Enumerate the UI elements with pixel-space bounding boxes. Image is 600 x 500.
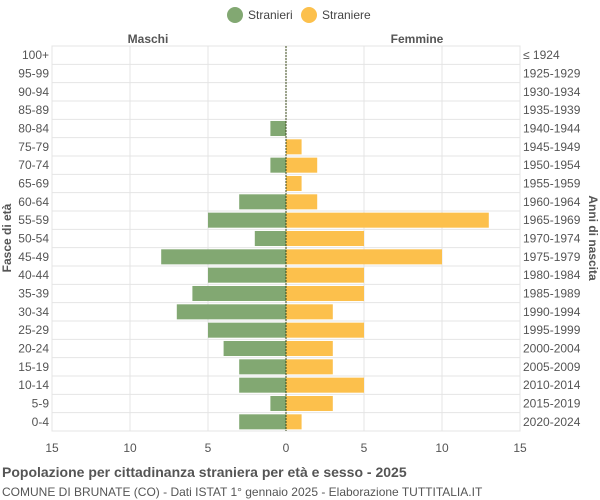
y-tick-label-birth-years: 1995-1999 <box>523 323 581 337</box>
y-tick-label-birth-years: 2000-2004 <box>523 342 581 356</box>
caption-title: Popolazione per cittadinanza straniera p… <box>2 464 407 480</box>
bar-male-55-59 <box>208 212 286 228</box>
right-side-title: Femmine <box>391 32 444 46</box>
y-tick-label-birth-years: 1950-1954 <box>523 158 581 172</box>
x-tick-label: 10 <box>435 441 449 455</box>
y-axis-title-right: Anni di nascita <box>586 195 600 281</box>
bar-male-25-29 <box>208 322 286 338</box>
y-tick-label-birth-years: 1925-1929 <box>523 67 581 81</box>
y-tick-label-age: 60-64 <box>18 195 49 209</box>
bar-female-0-4 <box>286 414 302 430</box>
bar-male-50-54 <box>254 230 286 247</box>
y-tick-label-birth-years: 1955-1959 <box>523 177 581 191</box>
bar-female-60-64 <box>286 194 318 210</box>
legend-swatch-straniere <box>301 7 317 23</box>
y-tick-label-birth-years: 1975-1979 <box>523 250 581 264</box>
bar-female-40-44 <box>286 267 364 283</box>
bar-male-80-84 <box>270 120 286 137</box>
bar-female-5-9 <box>286 395 333 412</box>
x-tick-label: 5 <box>361 441 368 455</box>
bar-female-65-69 <box>286 175 302 192</box>
bar-female-70-74 <box>286 157 318 173</box>
y-tick-label-age: 5-9 <box>32 397 50 411</box>
population-pyramid-chart: 15 10 5 0 5 10 15 100+ ≤ 1924 95-99 1925-1929 90-94… <box>0 7 600 455</box>
y-tick-label-age: 85-89 <box>18 103 49 117</box>
left-side-title: Maschi <box>128 32 169 46</box>
x-tick-label: 15 <box>45 441 59 455</box>
bar-male-0-4 <box>239 414 286 430</box>
bar-male-20-24 <box>223 340 286 357</box>
bar-female-50-54 <box>286 230 364 247</box>
bar-male-35-39 <box>192 285 286 302</box>
y-tick-label-age: 95-99 <box>18 67 49 81</box>
legend-swatch-stranieri <box>227 7 243 23</box>
y-tick-label-age: 0-4 <box>32 415 50 429</box>
y-tick-label-age: 75-79 <box>18 140 49 154</box>
x-tick-label: 10 <box>123 441 137 455</box>
y-tick-label-birth-years: 2020-2024 <box>523 415 581 429</box>
bar-female-45-49 <box>286 249 442 265</box>
y-tick-label-age: 25-29 <box>18 323 49 337</box>
bar-female-25-29 <box>286 322 364 338</box>
x-tick-label: 5 <box>205 441 212 455</box>
y-tick-label-age: 10-14 <box>18 378 49 392</box>
bar-male-10-14 <box>239 377 286 393</box>
caption-subtitle: COMUNE DI BRUNATE (CO) - Dati ISTAT 1° g… <box>2 485 483 499</box>
y-tick-label-birth-years: 2010-2014 <box>523 378 581 392</box>
bars <box>161 46 489 431</box>
y-tick-label-birth-years: 1930-1934 <box>523 85 581 99</box>
y-tick-label-birth-years: 2005-2009 <box>523 360 581 374</box>
y-tick-label-age: 30-34 <box>18 305 49 319</box>
y-tick-label-birth-years: 1945-1949 <box>523 140 581 154</box>
y-tick-label-birth-years: 1935-1939 <box>523 103 581 117</box>
y-tick-label-age: 15-19 <box>18 360 49 374</box>
legend-label-straniere: Straniere <box>322 8 371 22</box>
bar-male-30-34 <box>176 304 286 320</box>
bar-female-35-39 <box>286 285 364 302</box>
bar-male-70-74 <box>270 157 286 173</box>
bar-male-5-9 <box>270 395 286 412</box>
y-tick-label-age: 40-44 <box>18 268 49 282</box>
y-tick-label-birth-years: 2015-2019 <box>523 397 581 411</box>
y-tick-label-age: 65-69 <box>18 177 49 191</box>
y-tick-label-age: 35-39 <box>18 287 49 301</box>
bar-male-45-49 <box>161 249 286 265</box>
x-tick-label: 0 <box>283 441 290 455</box>
y-tick-label-birth-years: 1970-1974 <box>523 232 581 246</box>
y-tick-label-age: 80-84 <box>18 122 49 136</box>
bar-female-30-34 <box>286 304 333 320</box>
y-axis-title-left: Fasce di età <box>0 203 14 272</box>
bar-female-55-59 <box>286 212 489 228</box>
legend: Stranieri Straniere <box>227 7 371 23</box>
y-tick-label-birth-years: 1965-1969 <box>523 213 581 227</box>
bar-female-15-19 <box>286 359 333 375</box>
y-tick-label-birth-years: 1940-1944 <box>523 122 581 136</box>
legend-label-stranieri: Stranieri <box>248 8 293 22</box>
y-tick-label-birth-years: ≤ 1924 <box>523 48 560 62</box>
bar-male-15-19 <box>239 359 286 375</box>
y-tick-label-age: 50-54 <box>18 232 49 246</box>
y-tick-label-birth-years: 1980-1984 <box>523 268 581 282</box>
x-tick-label: 15 <box>513 441 527 455</box>
bar-male-40-44 <box>208 267 286 283</box>
y-tick-label-birth-years: 1990-1994 <box>523 305 581 319</box>
bar-female-10-14 <box>286 377 364 393</box>
y-tick-label-birth-years: 1985-1989 <box>523 287 581 301</box>
bar-female-20-24 <box>286 340 333 357</box>
y-tick-label-age: 55-59 <box>18 213 49 227</box>
labels: 15 10 5 0 5 10 15 100+ ≤ 1924 95-99 1925-1929 90-94… <box>18 48 580 455</box>
y-tick-label-age: 70-74 <box>18 158 49 172</box>
bar-male-60-64 <box>239 194 286 210</box>
y-tick-label-age: 20-24 <box>18 342 49 356</box>
bar-female-75-79 <box>286 139 302 155</box>
y-tick-label-age: 90-94 <box>18 85 49 99</box>
y-tick-label-birth-years: 1960-1964 <box>523 195 581 209</box>
y-tick-label-age: 100+ <box>22 48 49 62</box>
y-tick-label-age: 45-49 <box>18 250 49 264</box>
